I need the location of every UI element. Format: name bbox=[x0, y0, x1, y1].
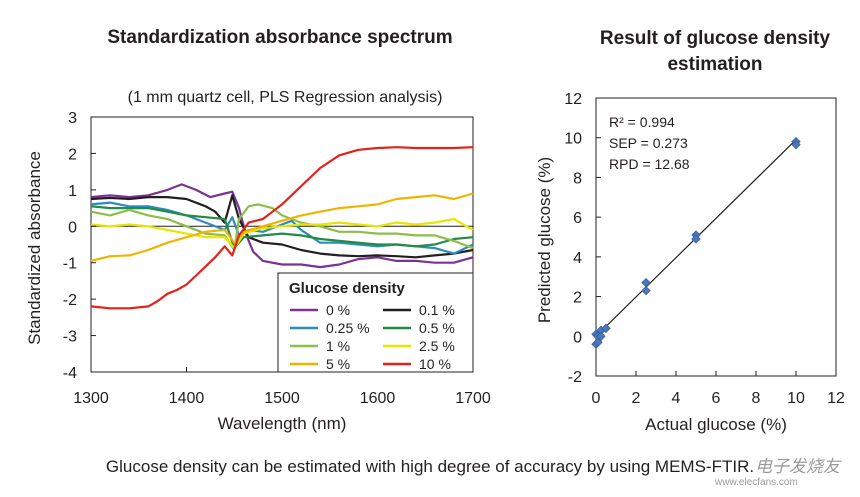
y-tick-label: 12 bbox=[564, 91, 582, 108]
scatter-point bbox=[593, 337, 603, 347]
stat-annotation: R² = 0.994 bbox=[609, 114, 675, 130]
x-tick-label: 12 bbox=[827, 390, 845, 407]
legend-label: 2.5 % bbox=[419, 338, 455, 354]
estimation-title-line-2: estimation bbox=[667, 54, 763, 75]
watermark-url: www.elecfans.com bbox=[715, 477, 798, 488]
y-tick-label: 0 bbox=[68, 219, 77, 236]
legend-label: 0.1 % bbox=[419, 302, 455, 318]
scatter-point bbox=[601, 323, 611, 334]
x-tick-label: 8 bbox=[752, 390, 761, 407]
x-tick-label: 0 bbox=[592, 390, 601, 407]
y-tick-label: 8 bbox=[573, 170, 582, 187]
x-tick-label: 2 bbox=[632, 390, 641, 407]
legend-label: 0 % bbox=[326, 302, 350, 318]
x-tick-label: 1400 bbox=[169, 390, 205, 407]
legend-label: 1 % bbox=[326, 338, 350, 354]
series-line-10pct bbox=[90, 146, 474, 310]
estimation-y-axis-label: Predicted glucose (%) bbox=[535, 157, 554, 323]
y-tick-label: -2 bbox=[568, 369, 582, 386]
legend-title: Glucose density bbox=[289, 280, 406, 297]
y-tick-label: 2 bbox=[573, 290, 582, 307]
stat-annotation: RPD = 12.68 bbox=[609, 156, 690, 172]
stat-annotation: SEP = 0.273 bbox=[609, 135, 688, 151]
scatter-point bbox=[641, 285, 651, 296]
estimation-title-line-1: Result of glucose density bbox=[599, 28, 831, 49]
series-line-0pct bbox=[90, 183, 474, 269]
y-tick-label: 0 bbox=[573, 329, 582, 346]
x-tick-label: 1300 bbox=[73, 390, 109, 407]
series-line-1pct bbox=[90, 203, 474, 252]
spectrum-chart-title: Standardization absorbance spectrum bbox=[107, 27, 453, 48]
scatter-point bbox=[791, 139, 801, 150]
y-tick-label: -4 bbox=[63, 365, 77, 382]
y-tick-label: -2 bbox=[63, 292, 77, 309]
y-tick-label: 1 bbox=[68, 183, 77, 200]
y-tick-label: 3 bbox=[68, 110, 77, 127]
legend-label: 0.5 % bbox=[419, 320, 455, 336]
y-tick-label: 10 bbox=[564, 131, 582, 148]
series-line-0-1pct bbox=[90, 194, 474, 259]
scatter-point bbox=[641, 278, 651, 288]
x-tick-label: 1700 bbox=[455, 390, 491, 407]
series-line-2-5pct bbox=[90, 217, 474, 250]
legend-label: 5 % bbox=[326, 356, 350, 372]
scatter-point bbox=[596, 331, 606, 341]
series-line-5pct bbox=[90, 192, 474, 262]
spectrum-y-axis-label: Standardized absorbance bbox=[25, 151, 44, 345]
spectrum-legend: Glucose density 0 % 0.1 % 0.25 % 0.5 % 1 % 2.… bbox=[277, 272, 474, 373]
x-tick-label: 1500 bbox=[264, 390, 300, 407]
y-tick-label: -1 bbox=[63, 256, 77, 273]
x-tick-label: 4 bbox=[672, 390, 681, 407]
legend-label: 10 % bbox=[419, 356, 451, 372]
y-tick-label: 2 bbox=[68, 146, 77, 163]
x-tick-label: 1600 bbox=[360, 390, 396, 407]
series-line-0-5pct bbox=[90, 205, 474, 250]
spectrum-x-axis-label: Wavelength (nm) bbox=[218, 414, 347, 433]
estimation-x-axis-label: Actual glucose (%) bbox=[645, 415, 787, 434]
y-tick-label: 6 bbox=[573, 210, 582, 227]
legend-label: 0.25 % bbox=[326, 320, 370, 336]
figure-caption: Glucose density can be estimated with hi… bbox=[105, 457, 755, 476]
y-tick-label: -3 bbox=[63, 329, 77, 346]
watermark-text: 电子发烧友 bbox=[755, 457, 840, 476]
x-tick-label: 6 bbox=[712, 390, 721, 407]
scatter-point bbox=[691, 234, 701, 244]
y-tick-label: 4 bbox=[573, 250, 582, 267]
spectrum-chart-subtitle: (1 mm quartz cell, PLS Regression analys… bbox=[127, 89, 443, 106]
legend-box bbox=[277, 272, 474, 373]
x-tick-label: 10 bbox=[787, 390, 805, 407]
estimation-chart-title: Result of glucose density estimation bbox=[575, 26, 855, 78]
